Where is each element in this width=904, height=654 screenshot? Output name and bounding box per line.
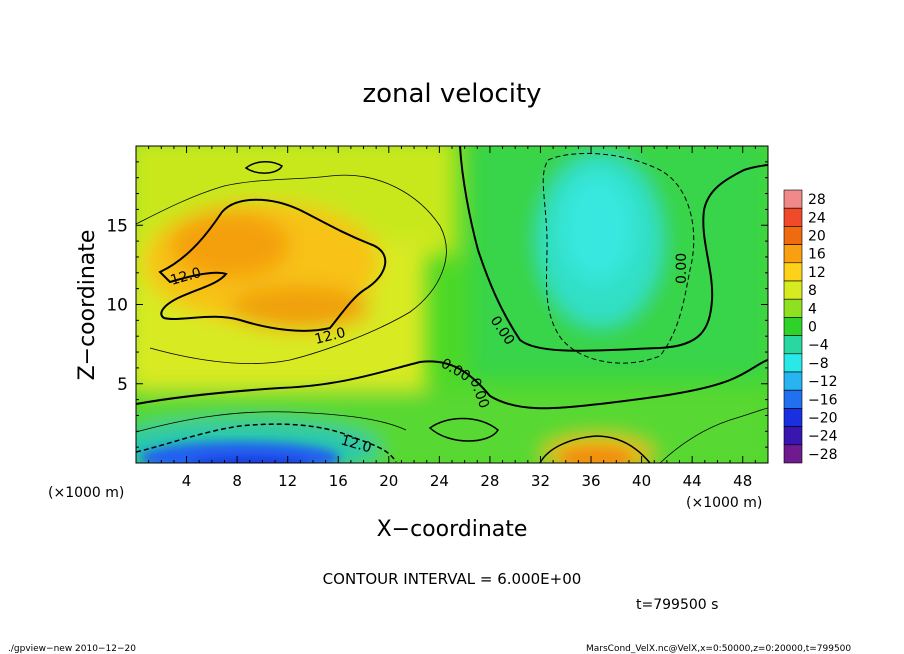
contour-12-bottom-warm bbox=[539, 435, 651, 463]
contour-0-island bbox=[428, 417, 499, 442]
contour-0-main bbox=[459, 146, 768, 352]
colorbar-cell bbox=[783, 353, 803, 373]
footer-right: MarsCond_VelX.nc@VelX,x=0:50000,z=0:2000… bbox=[586, 644, 851, 654]
colorbar: 28 24 20 16 12 8 4 0 −4 −8 −12 −16 −20 −24 −28 bbox=[783, 189, 838, 464]
x-tick-label: 48 bbox=[733, 472, 752, 490]
colorbar-cell bbox=[783, 335, 803, 355]
field-cool-light-cyan bbox=[564, 176, 632, 280]
contour-neg6-dashed bbox=[542, 153, 695, 364]
y-tick-label: 10 bbox=[106, 296, 128, 316]
colorbar-cell bbox=[783, 426, 803, 446]
contour-label-0-c: 0.00 bbox=[674, 253, 690, 284]
x-tick-label: 32 bbox=[531, 472, 550, 490]
colorbar-label: −12 bbox=[808, 374, 838, 390]
x-tick-label: 44 bbox=[683, 472, 702, 490]
field-bottom-warm-core bbox=[562, 448, 630, 463]
colorbar-label: −16 bbox=[808, 392, 838, 408]
colorbar-label: 4 bbox=[808, 301, 817, 317]
x-tick-label: 24 bbox=[430, 472, 449, 490]
contour-0-lower bbox=[136, 359, 768, 410]
colorbar-cell bbox=[783, 244, 803, 264]
field-warm-core-lower bbox=[230, 286, 370, 330]
colorbar-cell bbox=[783, 207, 803, 227]
contour-interval-text: CONTOUR INTERVAL = 6.000E+00 bbox=[323, 570, 582, 588]
x-axis-label: X−coordinate bbox=[377, 517, 528, 542]
colorbar-cell bbox=[783, 298, 803, 318]
contour-6-thin-bottom bbox=[136, 411, 407, 433]
colorbar-cell bbox=[783, 389, 803, 409]
colorbar-label: 28 bbox=[808, 192, 826, 208]
colorbar-cell bbox=[783, 280, 803, 300]
colorbar-label: 8 bbox=[808, 283, 817, 299]
x-unit-left: (×1000 m) bbox=[48, 485, 124, 501]
colorbar-label: −24 bbox=[808, 429, 838, 445]
contour-12-lower bbox=[136, 423, 397, 463]
colorbar-label: −28 bbox=[808, 447, 838, 463]
contour-label-12-b: 12.0 bbox=[313, 325, 347, 348]
colorbar-label: −8 bbox=[808, 356, 829, 372]
colorbar-label: 20 bbox=[808, 229, 826, 245]
x-tick-label: 8 bbox=[232, 472, 242, 490]
field-bottom-cold-blue bbox=[140, 442, 340, 463]
contour-12-small-top bbox=[244, 161, 283, 174]
x-tick-label: 12 bbox=[278, 472, 297, 490]
contour-6-thin-right bbox=[659, 407, 768, 463]
chart-title: zonal velocity bbox=[362, 79, 541, 109]
colorbar-label: 12 bbox=[808, 265, 826, 281]
contours bbox=[136, 146, 768, 463]
colorbar-label: −20 bbox=[808, 411, 838, 427]
contour-12-upper bbox=[158, 198, 387, 332]
y-tick-label: 15 bbox=[106, 216, 128, 236]
x-tick-label: 36 bbox=[581, 472, 600, 490]
colorbar-cell bbox=[783, 262, 803, 282]
heatmap-field: 12.0 12.0 12.0 0.00 0.00 0.00 0.00 bbox=[136, 146, 768, 463]
x-tick-label: 16 bbox=[329, 472, 348, 490]
y-axis-label: Z−coordinate bbox=[75, 230, 100, 381]
colorbar-label: 0 bbox=[808, 320, 817, 336]
field-warm-core-dark-orange bbox=[170, 211, 290, 279]
x-tick-label: 28 bbox=[480, 472, 499, 490]
x-unit-right: (×1000 m) bbox=[686, 495, 762, 511]
x-tick-label: 20 bbox=[379, 472, 398, 490]
colorbar-cell bbox=[783, 444, 803, 464]
colorbar-label: −4 bbox=[808, 338, 829, 354]
field-bottom-cold-deep bbox=[190, 456, 310, 463]
colorbar-cell bbox=[783, 408, 803, 427]
colorbar-cell bbox=[783, 189, 803, 209]
colorbar-cell bbox=[783, 226, 803, 245]
colorbar-cell bbox=[783, 371, 803, 391]
colorbar-cell bbox=[783, 317, 803, 336]
footer-left: ./gpview−new 2010−12−20 bbox=[8, 644, 136, 654]
x-tick-label: 40 bbox=[632, 472, 651, 490]
time-text: t=799500 s bbox=[636, 597, 718, 613]
x-tick-label: 4 bbox=[182, 472, 192, 490]
contour-6-thin-left bbox=[136, 174, 447, 364]
colorbar-label: 16 bbox=[808, 247, 826, 263]
y-tick-label: 5 bbox=[117, 375, 128, 395]
colorbar-label: 24 bbox=[808, 210, 826, 226]
